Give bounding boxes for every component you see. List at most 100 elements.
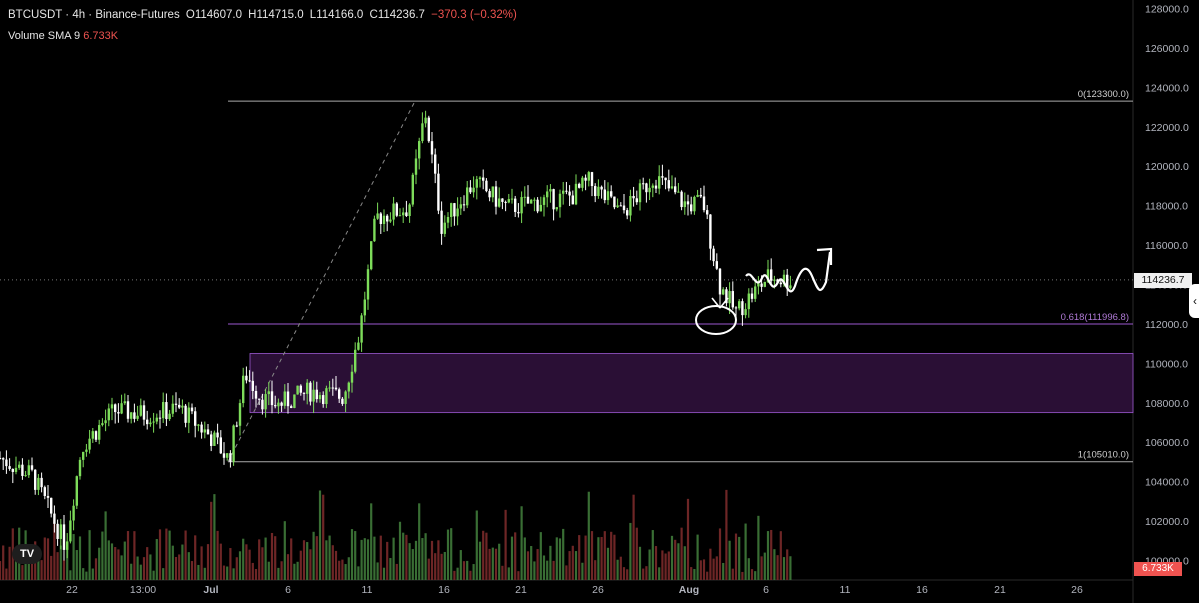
candle-body bbox=[526, 196, 530, 204]
candle-body bbox=[267, 391, 270, 395]
candle-body bbox=[629, 195, 632, 216]
candle-body bbox=[766, 269, 770, 282]
volume-bar bbox=[488, 548, 491, 580]
candle-body bbox=[94, 431, 98, 440]
volume-bar bbox=[59, 545, 62, 580]
candle-body bbox=[245, 375, 248, 381]
volume-bar bbox=[754, 571, 757, 580]
volume-bar bbox=[683, 546, 686, 580]
candle-body bbox=[670, 186, 674, 189]
volume-bar bbox=[261, 547, 264, 580]
volume-bar bbox=[482, 530, 485, 580]
candle-body bbox=[725, 289, 728, 304]
candle-body bbox=[478, 177, 482, 180]
candle-body bbox=[667, 180, 670, 189]
candle-body bbox=[600, 186, 603, 190]
volume-bar bbox=[776, 555, 779, 580]
candle-body bbox=[197, 424, 200, 426]
volume-bar bbox=[242, 538, 245, 580]
candle-body bbox=[450, 203, 453, 217]
volume-bar bbox=[286, 554, 290, 580]
symbol-label[interactable]: BTCUSDT · 4h · Binance-Futures bbox=[8, 9, 180, 21]
volume-bar bbox=[309, 549, 312, 580]
volume-bar bbox=[194, 535, 197, 580]
candle-body bbox=[30, 465, 34, 470]
volume-bar bbox=[370, 503, 373, 580]
candle-body bbox=[296, 385, 299, 395]
collapse-panel-button[interactable]: ‹ bbox=[1189, 284, 1199, 318]
candle-body bbox=[536, 199, 539, 212]
candle-body bbox=[504, 201, 507, 203]
volume-bar bbox=[312, 531, 315, 580]
candle-body bbox=[709, 214, 712, 249]
volume-bar bbox=[360, 539, 363, 580]
time-tick-label: 26 bbox=[1071, 584, 1083, 596]
fibonacci-retracement: 0(123300.0) 0.618(111996.8) 1(105010.0) bbox=[0, 89, 1133, 463]
candle-body bbox=[5, 459, 8, 467]
candle-body bbox=[210, 434, 213, 446]
candle-body bbox=[731, 291, 734, 308]
volume-bar bbox=[773, 549, 776, 580]
candle-body bbox=[683, 201, 686, 208]
candle-body bbox=[370, 241, 373, 270]
volume-bar bbox=[133, 531, 136, 580]
candle-body bbox=[466, 187, 469, 206]
volume-indicator-legend[interactable]: Volume SMA 9 6.733K bbox=[8, 30, 118, 42]
candle-body bbox=[699, 194, 702, 197]
volume-bar bbox=[357, 566, 360, 580]
candle-body bbox=[117, 412, 120, 414]
candle-body bbox=[123, 401, 126, 404]
candle-body bbox=[498, 198, 501, 207]
volume-bar bbox=[222, 565, 226, 580]
candle-body bbox=[568, 191, 571, 196]
volume-bar bbox=[203, 567, 206, 580]
volume-bar bbox=[558, 538, 562, 580]
candle-body bbox=[277, 402, 280, 407]
volume-bar bbox=[578, 535, 581, 580]
candle-body bbox=[405, 212, 408, 217]
volume-bar bbox=[619, 556, 622, 580]
volume-bar bbox=[82, 568, 85, 580]
volume-bar bbox=[629, 522, 632, 580]
volume-bar bbox=[789, 556, 792, 580]
candle-body bbox=[574, 183, 578, 205]
low-mark-icon bbox=[711, 297, 729, 309]
candle-body bbox=[597, 186, 600, 197]
candle-body bbox=[594, 186, 597, 197]
candle-body bbox=[408, 204, 411, 217]
candle-body bbox=[110, 404, 114, 409]
candle-body bbox=[98, 425, 101, 440]
candle-body bbox=[168, 413, 171, 420]
volume-bar bbox=[2, 545, 5, 580]
candle-body bbox=[146, 419, 149, 425]
tradingview-logo[interactable]: TV bbox=[12, 544, 42, 564]
candle-body bbox=[338, 389, 341, 399]
volume-bar bbox=[738, 536, 741, 580]
volume-bar bbox=[712, 558, 715, 580]
volume-bar bbox=[114, 547, 117, 580]
volume-bar bbox=[53, 519, 56, 580]
candle-body bbox=[290, 406, 293, 408]
volume-bar bbox=[354, 531, 357, 580]
candle-body bbox=[184, 405, 187, 423]
candle-body bbox=[578, 183, 581, 188]
volume-bar bbox=[766, 531, 770, 580]
volume-bar bbox=[376, 562, 379, 580]
volume-bar bbox=[677, 543, 680, 580]
volume-bar bbox=[648, 549, 651, 580]
candle-body bbox=[558, 193, 562, 208]
volume-bar bbox=[722, 562, 725, 580]
volume-bar bbox=[405, 534, 408, 580]
candle-body bbox=[203, 429, 206, 433]
candle-body bbox=[770, 269, 773, 281]
candle-body bbox=[613, 196, 616, 208]
candle-body bbox=[104, 420, 107, 424]
candle-body bbox=[696, 194, 699, 197]
volume-bar bbox=[248, 549, 251, 580]
candle-body bbox=[632, 195, 635, 199]
volume-bar bbox=[670, 535, 674, 580]
volume-bar bbox=[584, 535, 587, 580]
candle-body bbox=[213, 432, 216, 446]
candle-body bbox=[779, 282, 782, 285]
